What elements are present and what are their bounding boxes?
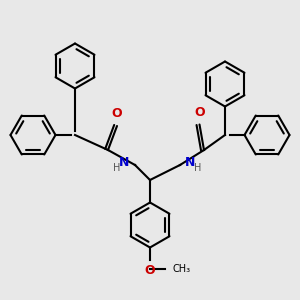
Text: N: N	[185, 155, 196, 169]
Text: N: N	[119, 155, 130, 169]
Text: H: H	[113, 163, 121, 173]
Text: O: O	[145, 264, 155, 277]
Text: CH₃: CH₃	[172, 263, 190, 274]
Text: O: O	[112, 107, 122, 120]
Text: O: O	[194, 106, 205, 118]
Text: H: H	[194, 163, 202, 173]
